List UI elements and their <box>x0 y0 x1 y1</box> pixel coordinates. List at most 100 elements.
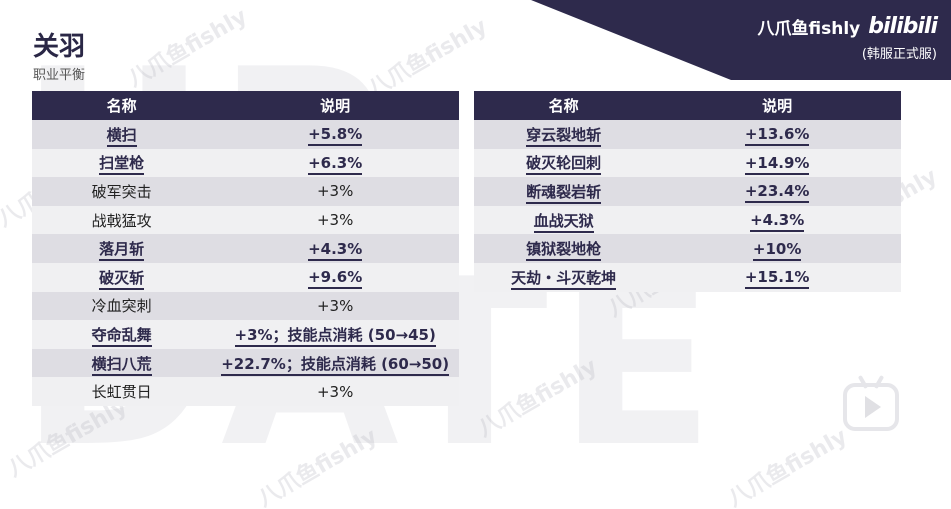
skill-name: 镇狱裂地枪 <box>526 240 602 262</box>
skill-change: +4.3% <box>308 239 363 261</box>
skill-name-cell: 破灭斩 <box>32 262 212 292</box>
table-row: 破灭斩 +9.6% <box>32 262 459 292</box>
skill-desc-cell: +23.4% <box>653 177 901 206</box>
skill-desc-cell: +15.1% <box>653 262 901 292</box>
bilibili-logo: bilibili <box>868 14 938 39</box>
skill-name-cell: 横扫八荒 <box>32 348 212 378</box>
table-row: 战戟猛攻 +3% <box>32 205 459 235</box>
skill-change: +13.6% <box>744 125 810 147</box>
skill-desc-cell: +3% <box>211 291 459 321</box>
skill-name-cell: 天劫・斗灭乾坤 <box>474 262 654 292</box>
video-play-icon[interactable] <box>843 383 899 431</box>
table-row: 天劫・斗灭乾坤 +15.1% <box>474 262 901 292</box>
skill-change: +5.8% <box>308 125 363 147</box>
skill-change: +23.4% <box>744 182 810 204</box>
skill-name-cell: 横扫 <box>32 120 212 149</box>
table-row: 横扫 +5.8% <box>32 120 459 149</box>
watermark: 八爪鱼fishly <box>473 354 602 443</box>
table-row: 血战天狱 +4.3% <box>474 205 901 235</box>
skill-name: 落月斩 <box>99 240 145 262</box>
skill-name: 冷血突刺 <box>91 297 152 316</box>
table-row: 穿云裂地斩 +13.6% <box>474 120 901 149</box>
table-header-row: 名称 说明 <box>474 91 901 120</box>
skill-name: 战戟猛攻 <box>91 211 152 230</box>
skill-change: +3% <box>316 296 354 315</box>
skill-change: +3% <box>316 382 354 401</box>
table-row: 落月斩 +4.3% <box>32 234 459 263</box>
skill-name-cell: 断魂裂岩斩 <box>474 177 654 206</box>
skill-name: 扫堂枪 <box>99 154 145 176</box>
table-row: 镇狱裂地枪 +10% <box>474 234 901 263</box>
skill-name-cell: 镇狱裂地枪 <box>474 234 654 263</box>
table-row: 冷血突刺 +3% <box>32 291 459 321</box>
watermark: 八爪鱼fishly <box>723 424 852 509</box>
table-row: 断魂裂岩斩 +23.4% <box>474 177 901 206</box>
skill-table-left: 名称 说明 横扫 +5.8% 扫堂枪 +6.3% 破军突击 +3% 战戟猛攻 +3% 落月斩 +4… <box>32 91 459 406</box>
skill-name-cell: 长虹贯日 <box>32 377 212 406</box>
skill-name-cell: 破军突击 <box>32 177 212 206</box>
skill-name: 夺命乱舞 <box>91 325 152 347</box>
skill-change: +10% <box>752 239 802 261</box>
skill-name: 长虹贯日 <box>91 383 152 402</box>
skill-change: +3% <box>316 182 354 201</box>
skill-name: 天劫・斗灭乾坤 <box>511 268 617 290</box>
skill-name: 横扫 <box>106 125 137 147</box>
table-row: 扫堂枪 +6.3% <box>32 148 459 178</box>
skill-desc-cell: +3% <box>211 177 459 206</box>
skill-name-cell: 落月斩 <box>32 234 212 263</box>
skill-name-cell: 穿云裂地斩 <box>474 120 654 149</box>
skill-desc-cell: +14.9% <box>653 148 901 178</box>
skill-change: +14.9% <box>744 153 810 175</box>
server-label: (韩服正式服) <box>861 47 937 62</box>
skill-name-cell: 血战天狱 <box>474 205 654 235</box>
skill-name: 破军突击 <box>91 182 152 201</box>
brand-name: 八爪鱼fishly <box>757 19 861 39</box>
header-desc: 说明 <box>653 91 901 120</box>
skill-desc-cell: +6.3% <box>211 148 459 178</box>
header-desc: 说明 <box>211 91 459 120</box>
watermark: 八爪鱼fishly <box>253 424 382 509</box>
page-subtitle: 职业平衡 <box>33 68 86 83</box>
skill-desc-cell: +5.8% <box>211 120 459 149</box>
skill-name: 破灭轮回刺 <box>526 154 602 176</box>
page-title: 关羽 <box>33 32 86 62</box>
header-name: 名称 <box>32 91 212 120</box>
skill-change: +3%；技能点消耗 (50→45) <box>234 325 436 347</box>
skill-change: +6.3% <box>308 153 363 175</box>
skill-desc-cell: +4.3% <box>653 205 901 235</box>
skill-desc-cell: +13.6% <box>653 120 901 149</box>
skill-change: +3% <box>316 211 354 230</box>
skill-name-cell: 冷血突刺 <box>32 291 212 321</box>
skill-change: +22.7%；技能点消耗 (60→50) <box>221 354 450 376</box>
skill-name: 破灭斩 <box>99 268 145 290</box>
skill-desc-cell: +9.6% <box>211 262 459 292</box>
table-row: 长虹贯日 +3% <box>32 377 459 406</box>
skill-name-cell: 破灭轮回刺 <box>474 148 654 178</box>
skill-change: +9.6% <box>308 268 363 290</box>
skill-desc-cell: +3%；技能点消耗 (50→45) <box>211 320 459 349</box>
watermark: 八爪鱼fishly <box>123 4 252 93</box>
skill-table-right: 名称 说明 穿云裂地斩 +13.6% 破灭轮回刺 +14.9% 断魂裂岩斩 +23.4% 血… <box>474 91 901 292</box>
skill-name: 横扫八荒 <box>91 354 152 376</box>
table-header-row: 名称 说明 <box>32 91 459 120</box>
brand-block: 八爪鱼fishly bilibili (韩服正式服) <box>757 14 938 62</box>
skill-desc-cell: +4.3% <box>211 234 459 263</box>
skill-desc-cell: +10% <box>653 234 901 263</box>
skill-desc-cell: +3% <box>211 205 459 235</box>
table-row: 破灭轮回刺 +14.9% <box>474 148 901 178</box>
skill-name-cell: 扫堂枪 <box>32 148 212 178</box>
skill-name: 穿云裂地斩 <box>526 125 602 147</box>
table-row: 夺命乱舞 +3%；技能点消耗 (50→45) <box>32 320 459 349</box>
header-name: 名称 <box>474 91 654 120</box>
skill-desc-cell: +3% <box>211 377 459 406</box>
skill-name: 断魂裂岩斩 <box>526 182 602 204</box>
table-row: 横扫八荒 +22.7%；技能点消耗 (60→50) <box>32 348 459 378</box>
watermark: 八爪鱼fishly <box>363 14 492 103</box>
skill-change: +15.1% <box>744 268 810 290</box>
skill-desc-cell: +22.7%；技能点消耗 (60→50) <box>211 348 459 378</box>
skill-name-cell: 战戟猛攻 <box>32 205 212 235</box>
skill-name-cell: 夺命乱舞 <box>32 320 212 349</box>
skill-change: +4.3% <box>750 211 805 233</box>
table-row: 破军突击 +3% <box>32 177 459 206</box>
skill-name: 血战天狱 <box>533 211 594 233</box>
